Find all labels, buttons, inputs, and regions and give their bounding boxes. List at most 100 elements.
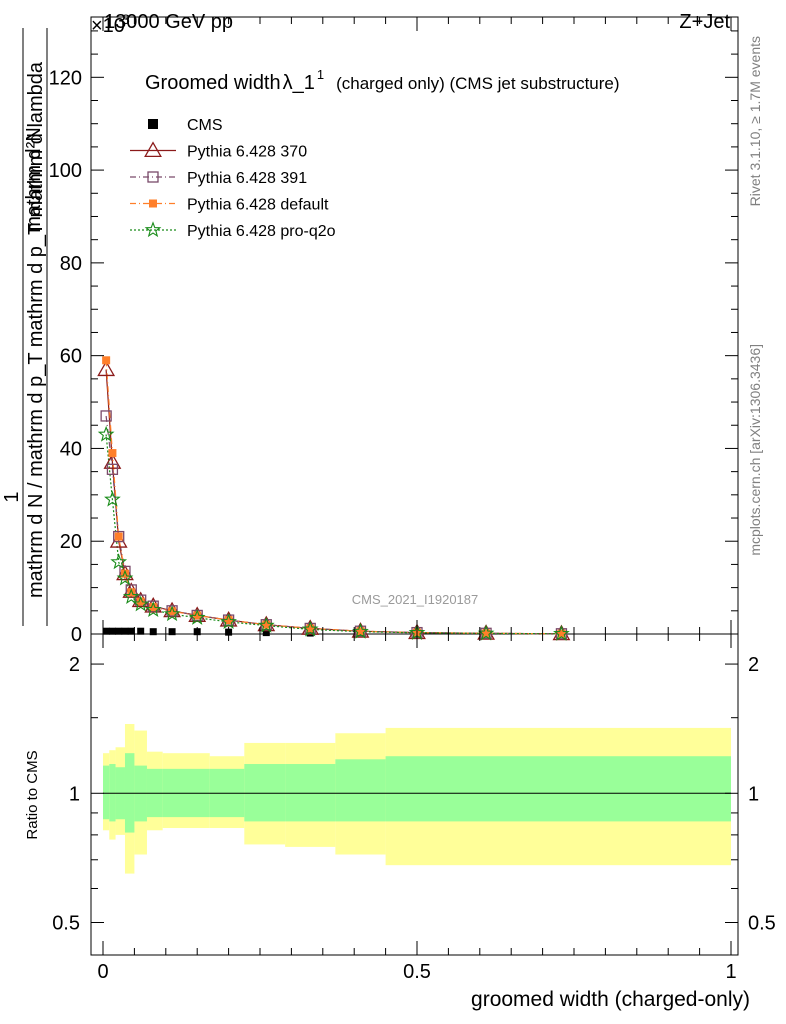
series-markers — [97, 356, 571, 641]
series-4-point-5 — [132, 595, 150, 612]
main-ytick-label-2: 40 — [60, 438, 82, 460]
series-0-point-5 — [137, 627, 145, 635]
ratio-bands — [103, 724, 731, 874]
series-4-point-0 — [97, 425, 115, 442]
series-3-point-10 — [262, 620, 271, 629]
main-ytick-label-6: 120 — [49, 67, 82, 89]
legend-label-4: Pythia 6.428 pro-q2o — [187, 223, 336, 240]
series-4-point-14 — [477, 624, 495, 641]
series-2-point-15 — [555, 628, 568, 640]
energy-label: 13000 GeV pp — [104, 11, 233, 33]
ratio-ytick-label-right-2: 2 — [748, 654, 759, 676]
ratio-ytick-label-left-2: 2 — [69, 654, 80, 676]
series-3-point-1 — [108, 449, 117, 458]
series-0-point-3 — [121, 627, 129, 635]
ratio-xtick-label-1: 0.5 — [403, 961, 431, 983]
series-0-point-1 — [108, 627, 116, 635]
main-y-axis-label: 1 mathrm d²N mathrm d N / mathrm d p_T m… — [1, 28, 48, 626]
legend-label-1: Pythia 6.428 370 — [187, 144, 307, 161]
ratio-stat-band-11 — [385, 756, 731, 822]
series-4-point-6 — [144, 601, 162, 617]
series-3-point-8 — [193, 611, 202, 620]
series-2-point-2 — [113, 530, 125, 543]
plot-title: Groomed width λ_1 1 (charged only) (CMS jet… — [145, 67, 620, 94]
series-4-point-3 — [116, 569, 134, 586]
series-1-point-1 — [103, 453, 122, 469]
ratio-xtick-label-2: 1 — [725, 961, 736, 983]
series-3-point-7 — [168, 607, 177, 616]
ratio-y-axis-label: Ratio to CMS — [24, 750, 41, 839]
series-0-point-4 — [127, 627, 135, 635]
series-4-point-2 — [110, 553, 128, 570]
series-line-3 — [105, 360, 562, 635]
y-label-numerator: mathrm d²N — [23, 127, 45, 233]
legend-marker-1 — [144, 141, 162, 158]
legend-label-3: Pythia 6.428 default — [187, 197, 329, 214]
process-label: Z+Jet — [679, 11, 730, 33]
legend-marker-0 — [148, 119, 158, 129]
ratio-stat-band-1 — [109, 764, 116, 822]
series-3-point-6 — [149, 603, 158, 612]
axis-ticks: 0 20 40 60 80 100 120 0 0.5 1 0.5 0.5 1 1 2 2 — [49, 17, 776, 983]
legend-marker-2 — [147, 171, 159, 183]
series-3-point-14 — [482, 629, 491, 638]
series-0-point-0 — [102, 627, 110, 635]
legend: CMS Pythia 6.428 370 Pythia 6.428 391 Pythi… — [130, 117, 336, 240]
series-3-point-4 — [127, 588, 136, 597]
series-4-point-4 — [122, 588, 140, 604]
main-ytick-label-5: 100 — [49, 160, 82, 182]
series-4-point-15 — [553, 625, 570, 641]
series-0-point-7 — [168, 628, 176, 636]
ratio-xtick-label-0: 0 — [97, 961, 108, 983]
y-label-denominator: mathrm d N / mathrm d p_T mathrm d p_T m… — [25, 61, 47, 598]
legend-label-2: Pythia 6.428 391 — [187, 170, 307, 187]
series-3-point-5 — [136, 597, 145, 606]
ratio-ytick-label-left-0: 0.5 — [52, 912, 80, 934]
series-3-point-3 — [120, 569, 129, 578]
plot-title-sub: (charged only) (CMS jet substructure) — [336, 74, 619, 93]
rivet-version-label: Rivet 3.1.10, ≥ 1.7M events — [747, 36, 763, 206]
series-3-point-15 — [557, 629, 566, 638]
series-4-point-12 — [352, 622, 369, 639]
legend-label-0: CMS — [187, 117, 223, 134]
ratio-stat-band-0 — [103, 765, 110, 820]
ratio-ytick-label-left-1: 1 — [69, 783, 80, 805]
main-ytick-label-1: 20 — [60, 531, 82, 553]
exponent-value: 3 — [122, 11, 130, 27]
series-2-point-1 — [106, 463, 119, 475]
series-3-point-9 — [224, 616, 233, 625]
series-lines — [105, 360, 562, 635]
ratio-ytick-label-right-0: 0.5 — [748, 912, 776, 934]
series-4-point-8 — [188, 608, 206, 625]
plot-title-lambda: λ_1 — [283, 72, 315, 94]
mcplots-label: mcplots.cern.ch [arXiv:1306.3436] — [747, 344, 763, 556]
series-line-1 — [105, 369, 562, 635]
ratio-stat-band-9 — [285, 764, 336, 822]
ratio-ytick-label-right-1: 1 — [748, 783, 759, 805]
y-label-prefix: 1 — [1, 491, 23, 502]
series-line-4 — [105, 434, 562, 635]
main-ytick-label-0: 0 — [71, 624, 82, 646]
series-2-point-0 — [100, 410, 112, 422]
ratio-stat-band-8 — [244, 764, 286, 822]
plot-title-sup: 1 — [317, 67, 324, 82]
series-4-point-1 — [104, 490, 121, 507]
analysis-watermark: CMS_2021_I1920187 — [352, 592, 479, 607]
main-plot-frame — [90, 16, 739, 635]
ratio-stat-band-10 — [335, 759, 386, 822]
series-4-point-11 — [301, 620, 319, 637]
legend-marker-3 — [149, 199, 157, 208]
series-3-point-12 — [356, 627, 365, 636]
x-axis-label: groomed width (charged-only) — [471, 988, 750, 1011]
series-4-point-10 — [257, 616, 275, 633]
series-0-point-2 — [115, 627, 123, 635]
series-0-point-6 — [149, 628, 157, 636]
series-4-point-9 — [220, 613, 237, 630]
plot-title-main: Groomed width — [145, 72, 281, 94]
series-1-point-0 — [97, 360, 116, 377]
exponent-label: ×10 — [91, 15, 125, 37]
legend-marker-4 — [144, 221, 162, 238]
series-0-point-10 — [262, 629, 270, 637]
main-ytick-label-3: 60 — [60, 346, 82, 368]
